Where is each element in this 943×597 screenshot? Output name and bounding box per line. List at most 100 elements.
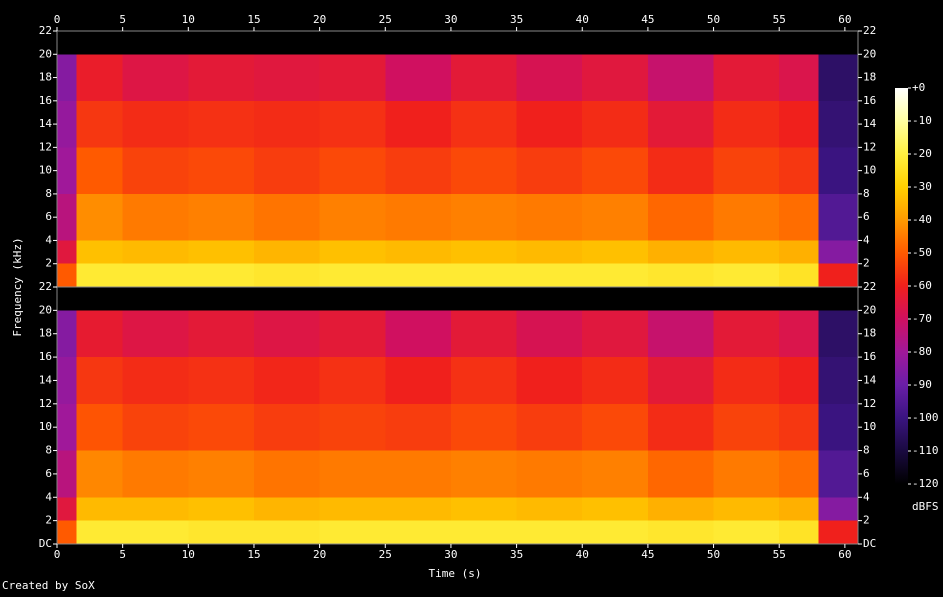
heatmap-cell (516, 193, 583, 241)
x-tick-label: 10 (182, 548, 195, 561)
y-tick-label: 16 (863, 350, 876, 363)
heatmap-cell (713, 31, 780, 55)
heatmap-cell (385, 287, 451, 311)
heatmap-cell (647, 54, 714, 101)
x-tick-label: 35 (510, 548, 523, 561)
y-tick-label: 18 (39, 71, 52, 84)
heatmap-cell (647, 497, 714, 521)
heatmap-cell (582, 263, 648, 287)
heatmap-cell (188, 357, 254, 404)
heatmap-cell (779, 287, 819, 311)
heatmap-cell (319, 240, 386, 264)
heatmap-cell (122, 357, 189, 404)
heatmap-cell (450, 310, 517, 358)
heatmap-cell (253, 497, 320, 521)
heatmap-cell (647, 520, 714, 544)
heatmap-cell (122, 193, 189, 241)
x-tick-label: 40 (576, 548, 589, 561)
heatmap-cell (779, 450, 819, 498)
colorbar (895, 88, 908, 484)
heatmap-cell (188, 520, 254, 544)
heatmap-cell (450, 520, 517, 544)
heatmap-cell (516, 54, 583, 101)
x-tick-label: 0 (54, 548, 61, 561)
x-tick-label: 20 (313, 548, 326, 561)
heatmap-cell (253, 54, 320, 101)
colorbar-tick-label: -90 (912, 378, 932, 391)
heatmap-cell (57, 54, 77, 101)
heatmap-cell (76, 357, 123, 404)
heatmap-cell (647, 100, 714, 148)
x-tick-label: 30 (444, 548, 457, 561)
y-tick-label: 16 (39, 350, 52, 363)
heatmap-cell (582, 31, 648, 55)
heatmap-cell (188, 100, 254, 148)
heatmap-cell (385, 263, 451, 287)
x-tick-label: 35 (510, 13, 523, 26)
y-tick-label: 10 (39, 420, 52, 433)
y-tick-label: 2 (863, 257, 870, 270)
heatmap-cell (253, 403, 320, 451)
heatmap-cell (385, 520, 451, 544)
heatmap-cell (713, 263, 780, 287)
heatmap-cell (385, 31, 451, 55)
heatmap-cell (385, 357, 451, 404)
heatmap-cell (647, 357, 714, 404)
heatmap-cell (818, 287, 858, 311)
heatmap-cell (582, 287, 648, 311)
y-tick-label: 8 (863, 187, 870, 200)
y-tick-label: 20 (39, 303, 52, 316)
heatmap-cell (582, 497, 648, 521)
heatmap-cell (713, 193, 780, 241)
y-tick-label: 16 (39, 94, 52, 107)
heatmap-cell (253, 147, 320, 194)
heatmap-cell (385, 497, 451, 521)
heatmap-cell (188, 147, 254, 194)
x-tick-label: 45 (641, 13, 654, 26)
heatmap-cell (385, 403, 451, 451)
x-tick-label: 60 (838, 13, 851, 26)
heatmap-cell (818, 310, 858, 358)
heatmap-cell (647, 193, 714, 241)
y-tick-label: 12 (39, 397, 52, 410)
x-tick-label: 5 (119, 548, 126, 561)
colorbar-tick-label: -40 (912, 213, 932, 226)
heatmap-cell (779, 100, 819, 148)
y-tick-label: 8 (45, 187, 52, 200)
y-tick-label: 14 (39, 373, 53, 386)
x-tick-label: 15 (247, 13, 260, 26)
heatmap-cell (582, 520, 648, 544)
heatmap-cell (818, 147, 858, 194)
heatmap-cell (319, 263, 386, 287)
x-tick-label: 5 (119, 13, 126, 26)
heatmap-cell (188, 287, 254, 311)
heatmap-cell (76, 193, 123, 241)
heatmap-cell (57, 520, 77, 544)
x-tick-label: 45 (641, 548, 654, 561)
heatmap-cell (188, 403, 254, 451)
heatmap-cell (57, 497, 77, 521)
heatmap-cell (188, 193, 254, 241)
heatmap-cell (516, 310, 583, 358)
heatmap-cell (647, 450, 714, 498)
y-tick-label: 2 (45, 514, 52, 527)
heatmap-cell (122, 240, 189, 264)
x-tick-label: 55 (773, 548, 786, 561)
heatmap-cell (450, 497, 517, 521)
heatmap-cell (122, 497, 189, 521)
heatmap-cell (582, 193, 648, 241)
heatmap-cell (253, 100, 320, 148)
heatmap-cell (818, 403, 858, 451)
heatmap-cell (319, 193, 386, 241)
heatmap-cell (516, 147, 583, 194)
x-tick-label: 25 (379, 548, 392, 561)
heatmap-cell (188, 240, 254, 264)
heatmap-cell (57, 147, 77, 194)
heatmap-cell (582, 54, 648, 101)
heatmap-cell (319, 31, 386, 55)
heatmap-cell (818, 497, 858, 521)
heatmap-cell (713, 147, 780, 194)
heatmap-cell (713, 287, 780, 311)
x-tick-label: 50 (707, 548, 720, 561)
